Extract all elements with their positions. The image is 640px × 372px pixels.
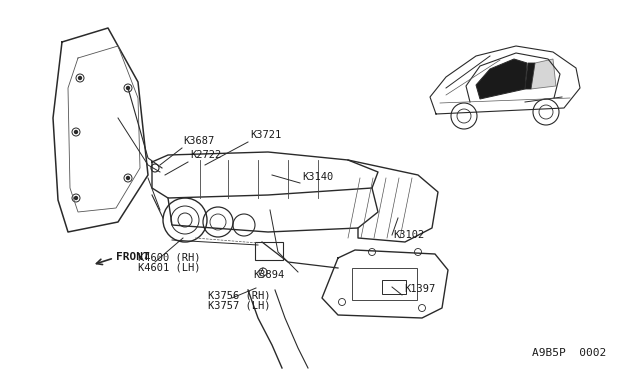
Text: K3102: K3102 [393,230,424,240]
Circle shape [74,131,77,134]
Text: K4601 (LH): K4601 (LH) [138,263,200,273]
Text: K3894: K3894 [253,270,284,280]
Text: K2722: K2722 [190,150,221,160]
Bar [382,280,406,294]
Circle shape [79,77,81,80]
Polygon shape [476,59,527,99]
Circle shape [127,176,129,180]
Text: K1397: K1397 [404,284,435,294]
Text: K4600 (RH): K4600 (RH) [138,253,200,263]
Text: K3757 (LH): K3757 (LH) [208,300,271,310]
Text: K3721: K3721 [250,130,281,140]
Text: A9B5P  0002: A9B5P 0002 [532,348,606,358]
Circle shape [127,87,129,90]
Polygon shape [531,59,556,89]
Text: FRONT: FRONT [116,252,150,262]
Polygon shape [525,63,535,89]
Text: K3140: K3140 [302,172,333,182]
Text: K3756 (RH): K3756 (RH) [208,290,271,300]
Bar [255,242,283,260]
Text: K3687: K3687 [183,136,214,146]
Circle shape [74,196,77,199]
Bar [352,268,417,300]
